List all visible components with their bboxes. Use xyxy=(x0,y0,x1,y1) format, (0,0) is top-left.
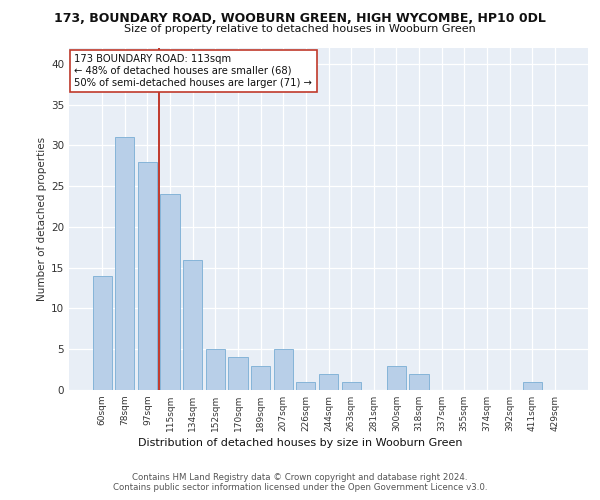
Bar xyxy=(387,366,406,390)
Text: Distribution of detached houses by size in Wooburn Green: Distribution of detached houses by size … xyxy=(138,438,462,448)
Bar xyxy=(92,276,112,390)
Bar xyxy=(523,382,542,390)
Bar xyxy=(319,374,338,390)
Text: Contains HM Land Registry data © Crown copyright and database right 2024.: Contains HM Land Registry data © Crown c… xyxy=(132,472,468,482)
Text: Contains public sector information licensed under the Open Government Licence v3: Contains public sector information licen… xyxy=(113,484,487,492)
Bar xyxy=(160,194,180,390)
Text: 173, BOUNDARY ROAD, WOOBURN GREEN, HIGH WYCOMBE, HP10 0DL: 173, BOUNDARY ROAD, WOOBURN GREEN, HIGH … xyxy=(54,12,546,26)
Bar xyxy=(138,162,157,390)
Bar xyxy=(183,260,202,390)
Bar xyxy=(206,349,225,390)
Bar xyxy=(115,137,134,390)
Bar xyxy=(341,382,361,390)
Text: 173 BOUNDARY ROAD: 113sqm
← 48% of detached houses are smaller (68)
50% of semi-: 173 BOUNDARY ROAD: 113sqm ← 48% of detac… xyxy=(74,54,312,88)
Bar xyxy=(274,349,293,390)
Bar xyxy=(229,358,248,390)
Bar xyxy=(296,382,316,390)
Bar xyxy=(409,374,428,390)
Y-axis label: Number of detached properties: Number of detached properties xyxy=(37,136,47,301)
Bar xyxy=(251,366,270,390)
Text: Size of property relative to detached houses in Wooburn Green: Size of property relative to detached ho… xyxy=(124,24,476,34)
